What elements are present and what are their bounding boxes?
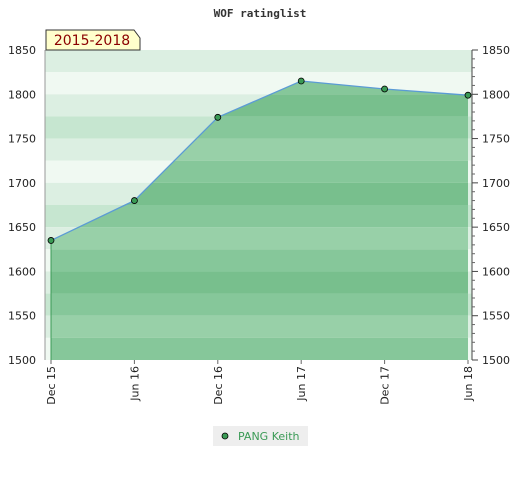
y-tick-label-left: 1500	[8, 354, 36, 367]
data-point	[130, 197, 138, 204]
y-tick-label-right: 1600	[482, 265, 510, 278]
y-tick-label-left: 1650	[8, 221, 36, 234]
period-badge-label: 2015-2018	[54, 33, 130, 49]
period-badge: 2015-2018	[45, 29, 141, 51]
legend-marker	[221, 432, 229, 440]
y-tick-label-right: 1550	[482, 310, 510, 323]
x-tick-label: Jun 18	[462, 366, 475, 402]
y-tick-label-right: 1800	[482, 88, 510, 101]
x-tick-label: Dec 16	[212, 366, 225, 405]
y-axis-right: 1500 1550 1600 1650 1700 1750 1800 1850	[471, 44, 510, 367]
y-tick-label-left: 1750	[8, 133, 36, 146]
y-tick-label-left: 1700	[8, 177, 36, 190]
area-band	[51, 249, 468, 272]
y-tick-label-right: 1750	[482, 133, 510, 146]
chart-title: WOF ratinglist	[214, 7, 307, 20]
grid-band	[45, 50, 472, 73]
data-point	[464, 91, 472, 99]
y-tick-label-right: 1650	[482, 221, 510, 234]
y-tick-label-left: 1850	[8, 44, 36, 57]
data-point	[381, 85, 389, 93]
legend: PANG Keith	[213, 426, 308, 446]
area-band	[51, 315, 468, 338]
x-tick-label: Dec 15	[45, 366, 58, 405]
series-line	[50, 80, 469, 242]
x-tick-label: Jun 16	[128, 366, 141, 402]
y-tick-label-left: 1800	[8, 88, 36, 101]
y-tick-label-right: 1850	[482, 44, 510, 57]
data-point	[47, 237, 55, 244]
area-band	[51, 271, 468, 294]
area-band	[51, 205, 468, 228]
area-band	[51, 293, 468, 316]
area-band	[51, 227, 468, 250]
y-axis-left: 1500 1550 1600 1650 1700 1750 1800 1850	[8, 44, 46, 367]
legend-box	[213, 426, 308, 446]
data-point	[297, 77, 305, 85]
legend-label: PANG Keith	[238, 430, 300, 443]
data-point	[214, 113, 222, 121]
y-tick-label-left: 1600	[8, 265, 36, 278]
y-tick-label-right: 1500	[482, 354, 510, 367]
x-tick-label: Dec 17	[379, 366, 392, 405]
series-points	[47, 77, 472, 244]
x-axis: Dec 15 Jun 16 Dec 16 Jun 17 Dec 17 Jun 18	[45, 360, 475, 405]
period-badge-shape	[45, 29, 141, 51]
y-tick-label-left: 1550	[8, 310, 36, 323]
y-tick-label-right: 1700	[482, 177, 510, 190]
area-band	[51, 182, 468, 205]
x-tick-label: Jun 17	[295, 366, 308, 402]
area-band	[51, 337, 468, 360]
